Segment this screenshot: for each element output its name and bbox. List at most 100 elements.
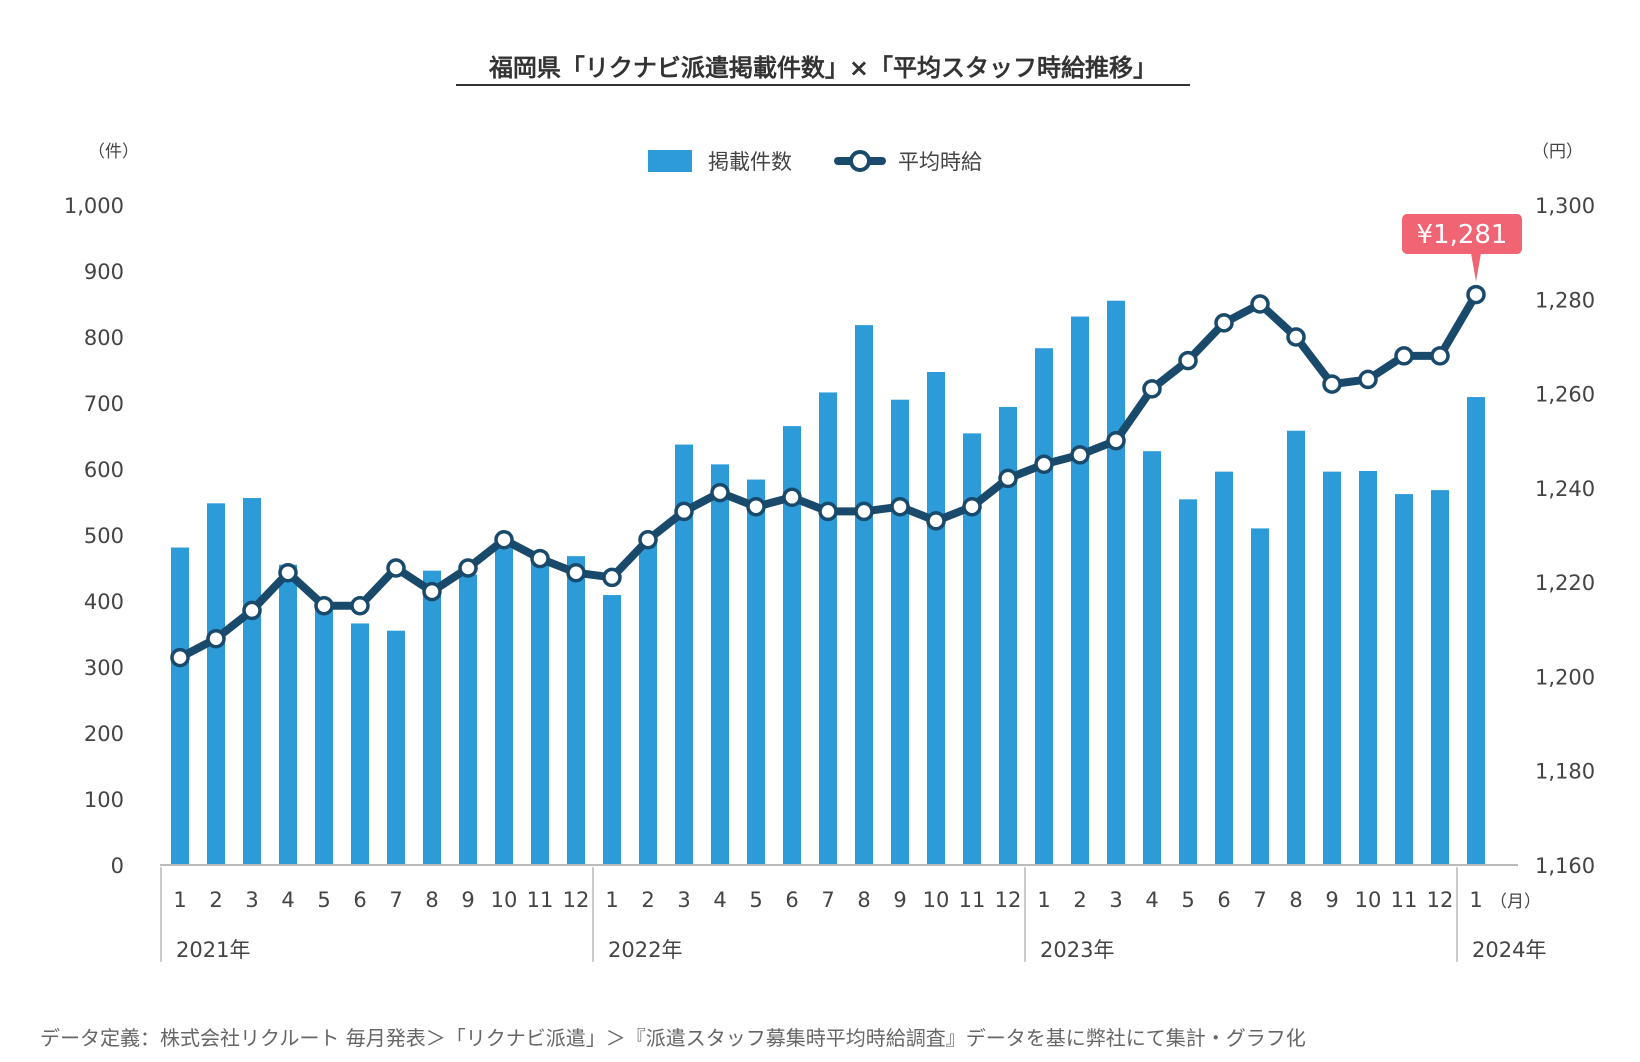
- month-label: 7: [389, 888, 402, 912]
- bar: [711, 464, 729, 865]
- bar: [351, 623, 369, 865]
- bar: [819, 392, 837, 865]
- wage-point: [458, 558, 478, 578]
- wage-point: [530, 548, 550, 569]
- bar: [1395, 494, 1413, 865]
- wage-point: [566, 562, 586, 583]
- left-tick-label: 600: [84, 458, 124, 482]
- wage-point: [638, 529, 658, 550]
- month-label: 11: [1391, 888, 1418, 912]
- month-label: 8: [857, 888, 870, 912]
- wage-point: [494, 529, 514, 550]
- source-note: データ定義：株式会社リクルート 毎月発表＞「リクナビ派遣」＞『派遣スタッフ募集時…: [40, 1026, 1306, 1050]
- month-unit-label: （月）: [1490, 892, 1541, 912]
- wage-point: [818, 501, 838, 522]
- month-label: 4: [281, 888, 294, 912]
- month-label: 4: [713, 888, 726, 912]
- month-label: 6: [1217, 888, 1230, 912]
- month-label: 2: [209, 888, 222, 912]
- wage-point: [1106, 430, 1126, 451]
- wage-point: [602, 567, 622, 588]
- year-label: 2022年: [608, 938, 682, 962]
- annotation-label: ¥1,281: [1417, 220, 1508, 250]
- month-label: 12: [1427, 888, 1454, 912]
- month-label: 5: [317, 888, 330, 912]
- wage-point: [890, 496, 910, 517]
- bar: [1431, 490, 1449, 865]
- legend-bar-swatch: [648, 150, 692, 172]
- month-label: 12: [995, 888, 1022, 912]
- left-tick-label: 1,000: [64, 194, 124, 218]
- month-label: 9: [893, 888, 906, 912]
- right-tick-label: 1,280: [1535, 288, 1595, 312]
- month-label: 1: [1469, 888, 1482, 912]
- left-tick-label: 300: [84, 656, 124, 680]
- bar: [495, 541, 513, 865]
- wage-point: [1142, 379, 1162, 399]
- month-label: 8: [425, 888, 438, 912]
- month-label: 11: [527, 888, 554, 912]
- month-label: 3: [1109, 888, 1122, 912]
- right-tick-label: 1,220: [1535, 571, 1595, 595]
- month-label: 1: [605, 888, 618, 912]
- month-label: 2: [1073, 888, 1086, 912]
- bar: [963, 433, 981, 865]
- bar: [855, 325, 873, 865]
- month-label: 8: [1289, 888, 1302, 912]
- bar: [279, 564, 297, 865]
- wage-point: [1466, 284, 1486, 305]
- bar: [927, 371, 945, 865]
- wage-point: [710, 482, 730, 503]
- chart-title: 福岡県「リクナビ派遣掲載件数」×「平均スタッフ時給推移」: [488, 54, 1158, 82]
- annotation-pointer: [1471, 253, 1481, 282]
- month-label: 3: [245, 888, 258, 912]
- bar: [603, 595, 621, 865]
- left-tick-label: 400: [84, 590, 124, 614]
- right-tick-label: 1,300: [1535, 194, 1595, 218]
- month-label: 7: [821, 888, 834, 912]
- legend-bar-label: 掲載件数: [708, 150, 792, 174]
- wage-point: [1394, 346, 1414, 366]
- right-tick-label: 1,260: [1535, 383, 1595, 407]
- left-tick-label: 700: [84, 392, 124, 416]
- wage-point: [170, 647, 190, 668]
- bar: [387, 630, 405, 865]
- wage-point: [1070, 445, 1090, 465]
- month-label: 1: [173, 888, 186, 912]
- bar: [1215, 471, 1233, 865]
- wage-point: [1214, 313, 1234, 333]
- wage-point: [242, 600, 262, 621]
- bar: [783, 426, 801, 865]
- wage-point: [386, 558, 406, 578]
- bar: [459, 574, 477, 865]
- wage-point: [782, 487, 802, 508]
- legend: 掲載件数 平均時給: [648, 146, 982, 176]
- wage-point: [854, 501, 874, 522]
- month-label: 10: [491, 888, 518, 912]
- bar: [243, 498, 261, 865]
- annotation-callout: [1402, 214, 1522, 254]
- month-label: 4: [1145, 888, 1158, 912]
- left-tick-label: 200: [84, 722, 124, 746]
- month-label: 6: [353, 888, 366, 912]
- year-label: 2024年: [1472, 938, 1546, 962]
- month-label: 11: [959, 888, 986, 912]
- bar: [1251, 528, 1269, 865]
- wage-point: [998, 468, 1018, 489]
- bar: [171, 547, 189, 865]
- legend-line-label: 平均時給: [898, 150, 982, 174]
- wage-point: [278, 562, 298, 583]
- month-label: 5: [1181, 888, 1194, 912]
- right-tick-label: 1,180: [1535, 760, 1595, 784]
- left-tick-label: 800: [84, 326, 124, 350]
- bar: [639, 541, 657, 865]
- right-tick-label: 1,200: [1535, 665, 1595, 689]
- bar: [567, 556, 585, 865]
- wage-point: [962, 496, 982, 517]
- bar: [1143, 451, 1161, 865]
- wage-point: [206, 628, 226, 649]
- month-label: 9: [461, 888, 474, 912]
- wage-point: [314, 595, 334, 616]
- month-label: 10: [923, 888, 950, 912]
